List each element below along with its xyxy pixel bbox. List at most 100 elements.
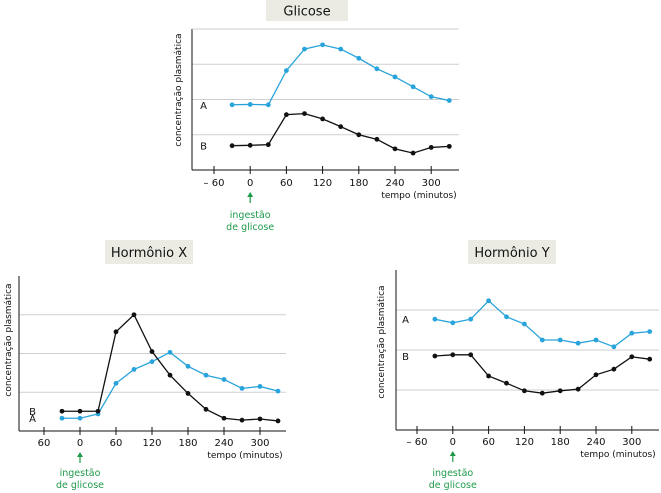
data-point-b (302, 111, 307, 116)
x-tick-label: 300 (622, 437, 641, 448)
annotation-text: ingestão (230, 210, 271, 221)
data-point-b (593, 372, 599, 378)
data-point-b (522, 388, 527, 394)
data-point-a (557, 337, 563, 343)
data-point-b (320, 116, 325, 122)
data-point-a (374, 66, 380, 72)
x-tick-label: 180 (349, 178, 368, 189)
x-tick-label: 240 (586, 437, 605, 448)
data-point-b (265, 142, 271, 148)
annotation-text: de glicose (226, 222, 274, 233)
data-point-a (149, 359, 155, 365)
data-point-a (203, 372, 209, 378)
x-tick-label: 180 (551, 437, 570, 448)
data-point-b (95, 408, 101, 414)
data-point-a (247, 102, 253, 107)
data-point-b (149, 349, 155, 354)
series-line-b (434, 354, 650, 394)
data-point-a (611, 344, 617, 350)
chart-title-bg (105, 240, 193, 264)
data-point-b (131, 312, 137, 318)
x-tick-label: 0 (77, 438, 83, 449)
series-line-b (232, 112, 450, 154)
data-point-a (428, 94, 434, 100)
data-point-a (302, 46, 307, 52)
data-point-a (647, 329, 653, 334)
series-line-a (62, 351, 279, 419)
data-point-a (131, 366, 137, 372)
data-point-a (486, 298, 491, 304)
data-point-b (338, 124, 344, 130)
x-tick-label: 60 (482, 437, 495, 448)
data-point-a (59, 415, 65, 421)
data-point-a (522, 321, 527, 327)
x-tick-label: 120 (142, 438, 161, 449)
series-label-b: B (200, 142, 207, 153)
annotation-arrowhead (77, 452, 83, 457)
x-axis-title: tempo (minutos) (207, 451, 282, 461)
data-point-b (59, 408, 65, 414)
data-point-b (557, 388, 563, 394)
data-point-b (374, 136, 380, 142)
data-point-b (275, 418, 281, 424)
data-point-b (432, 353, 438, 359)
x-axis-title: tempo (minutos) (381, 191, 456, 201)
data-point-b (239, 417, 245, 423)
data-point-a (468, 316, 474, 322)
data-point-b (428, 145, 434, 150)
x-tick-label: – 60 (407, 437, 428, 448)
data-point-a (265, 102, 271, 108)
series-line-a (232, 44, 450, 106)
chart-title: Glicose (283, 5, 330, 20)
data-point-b (229, 143, 235, 149)
x-tick-label: 0 (450, 437, 456, 448)
data-point-a (392, 74, 398, 80)
data-point-a (275, 388, 281, 394)
chart-title-bg (468, 240, 556, 264)
data-point-a (167, 349, 173, 355)
data-point-a (410, 84, 416, 90)
x-tick-label: 0 (247, 178, 253, 189)
data-point-b (468, 352, 474, 358)
series-label-b: B (29, 407, 36, 418)
x-tick-label: 240 (385, 178, 404, 189)
chart-title: Hormônio X (111, 246, 187, 261)
data-point-b (629, 354, 635, 360)
x-tick-label: 60 (38, 438, 51, 449)
series-label-a: A (200, 101, 207, 112)
x-tick-label: – 60 (204, 178, 225, 189)
x-tick-label: 300 (250, 438, 269, 449)
data-point-a (338, 46, 344, 52)
data-point-b (221, 415, 227, 421)
data-point-b (356, 132, 362, 138)
y-axis-title: concentração plasmática (377, 285, 387, 398)
x-tick-label: 120 (515, 437, 534, 448)
x-tick-label: 240 (214, 438, 233, 449)
data-point-b (486, 373, 491, 379)
data-point-a (593, 337, 599, 343)
data-point-b (446, 143, 452, 149)
data-point-b (113, 329, 119, 335)
data-point-b (647, 356, 653, 362)
x-tick-label: 60 (280, 178, 293, 189)
series-line-b (62, 313, 279, 422)
data-point-b (450, 352, 456, 358)
data-point-b (410, 150, 416, 156)
chart-hormonio-y: Hormônio Y – 60 0 60 120 180 240 300 tempo (minu… (377, 240, 659, 491)
x-tick-label: 300 (422, 178, 441, 189)
data-point-a (432, 316, 438, 322)
data-point-a (450, 320, 456, 326)
data-point-a (229, 102, 235, 108)
y-axis-title: concentração plasmática (4, 283, 14, 396)
data-point-b (167, 372, 173, 378)
data-point-b (185, 391, 191, 396)
data-point-b (504, 380, 509, 386)
chart-title-bg (266, 0, 348, 21)
data-point-b (203, 406, 209, 412)
data-point-a (239, 385, 245, 391)
data-point-a (284, 68, 289, 73)
x-tick-label: 60 (110, 438, 123, 449)
chart-hormonio-x: Hormônio X 60 0 60 120 180 240 300 tempo (minuto… (4, 240, 286, 491)
annotation-arrowhead (449, 451, 456, 456)
